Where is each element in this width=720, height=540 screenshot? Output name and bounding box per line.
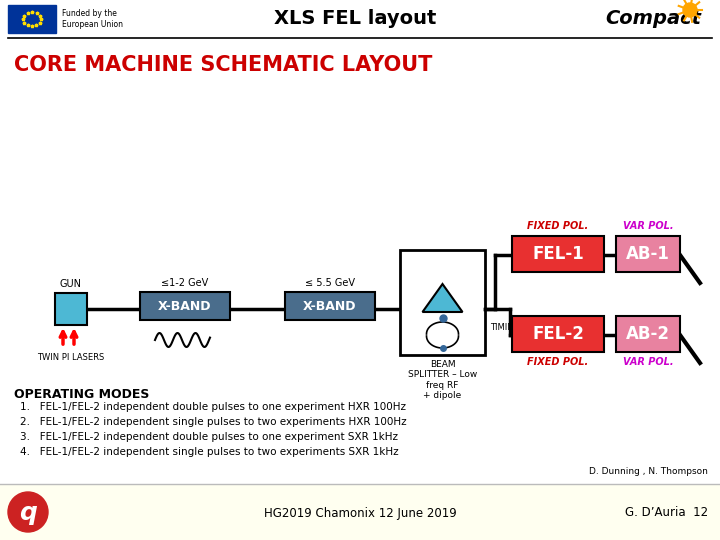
- Text: TWIN PI LASERS: TWIN PI LASERS: [37, 353, 104, 362]
- Text: FEL-1: FEL-1: [532, 245, 584, 263]
- Text: FIXED POL.: FIXED POL.: [527, 221, 589, 231]
- FancyBboxPatch shape: [616, 316, 680, 352]
- FancyBboxPatch shape: [55, 293, 87, 325]
- Text: GUN: GUN: [60, 279, 82, 289]
- Circle shape: [683, 3, 697, 17]
- FancyBboxPatch shape: [0, 485, 720, 540]
- Text: AB-1: AB-1: [626, 245, 670, 263]
- FancyBboxPatch shape: [512, 236, 604, 272]
- Text: VAR POL.: VAR POL.: [623, 357, 673, 367]
- Text: AB-2: AB-2: [626, 325, 670, 343]
- Text: D. Dunning , N. Thompson: D. Dunning , N. Thompson: [589, 468, 708, 476]
- FancyBboxPatch shape: [8, 5, 56, 33]
- Text: TIMING CHICANE: TIMING CHICANE: [490, 323, 561, 332]
- Circle shape: [8, 492, 48, 532]
- Text: HG2019 Chamonix 12 June 2019: HG2019 Chamonix 12 June 2019: [264, 507, 456, 519]
- Text: ≤ 5.5 GeV: ≤ 5.5 GeV: [305, 278, 355, 288]
- Text: 2.   FEL-1/FEL-2 independent single pulses to two experiments HXR 100Hz: 2. FEL-1/FEL-2 independent single pulses…: [20, 417, 407, 427]
- FancyBboxPatch shape: [285, 292, 375, 320]
- Text: OPERATING MODES: OPERATING MODES: [14, 388, 149, 401]
- Text: ≤1-2 GeV: ≤1-2 GeV: [161, 278, 209, 288]
- Text: Funded by the
European Union: Funded by the European Union: [62, 9, 123, 29]
- Text: G. D’Auria  12: G. D’Auria 12: [625, 507, 708, 519]
- Text: CORE MACHINE SCHEMATIC LAYOUT: CORE MACHINE SCHEMATIC LAYOUT: [14, 55, 433, 75]
- FancyBboxPatch shape: [400, 250, 485, 355]
- Polygon shape: [423, 284, 462, 312]
- Text: X-BAND: X-BAND: [303, 300, 356, 313]
- Text: Compact: Compact: [605, 10, 701, 29]
- Text: FIXED POL.: FIXED POL.: [527, 357, 589, 367]
- Text: 4.   FEL-1/FEL-2 independent single pulses to two experiments SXR 1kHz: 4. FEL-1/FEL-2 independent single pulses…: [20, 447, 399, 457]
- Text: XLS FEL layout: XLS FEL layout: [274, 10, 436, 29]
- Text: BEAM
SPLITTER – Low
freq RF
+ dipole: BEAM SPLITTER – Low freq RF + dipole: [408, 360, 477, 400]
- FancyBboxPatch shape: [616, 236, 680, 272]
- Text: 3.   FEL-1/FEL-2 independent double pulses to one experiment SXR 1kHz: 3. FEL-1/FEL-2 independent double pulses…: [20, 432, 398, 442]
- Text: 1.   FEL-1/FEL-2 independent double pulses to one experiment HXR 100Hz: 1. FEL-1/FEL-2 independent double pulses…: [20, 402, 406, 412]
- Text: FEL-2: FEL-2: [532, 325, 584, 343]
- FancyBboxPatch shape: [140, 292, 230, 320]
- Text: q: q: [19, 501, 37, 525]
- Text: X-BAND: X-BAND: [158, 300, 212, 313]
- FancyBboxPatch shape: [512, 316, 604, 352]
- Text: VAR POL.: VAR POL.: [623, 221, 673, 231]
